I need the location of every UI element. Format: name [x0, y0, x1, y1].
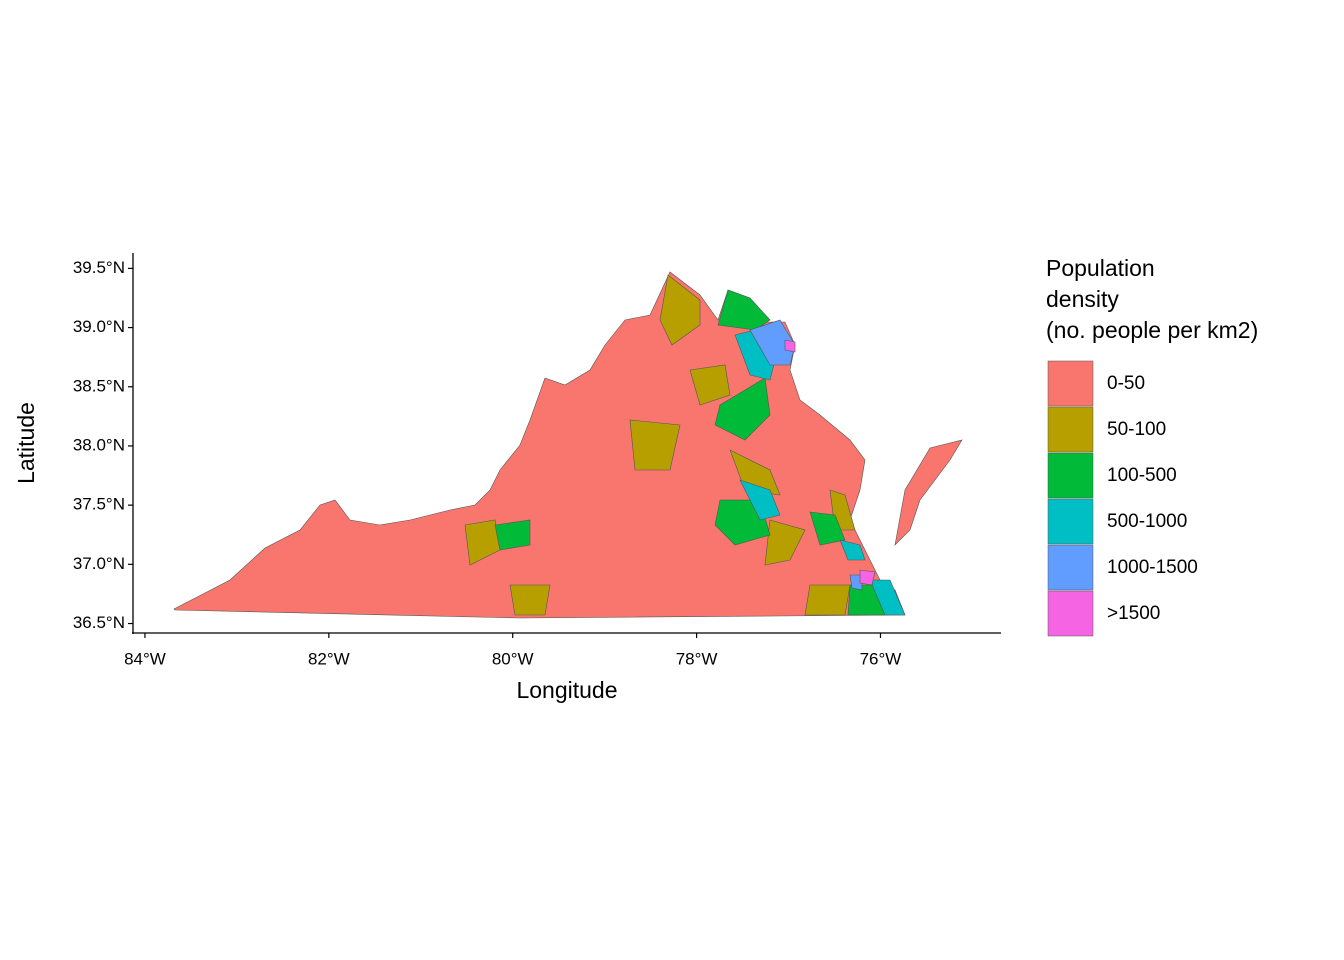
legend-key — [1047, 360, 1094, 407]
legend-label: 0-50 — [1107, 373, 1145, 394]
y-tick-label: 39.5°N — [73, 258, 125, 277]
y-axis-title: Latitude — [13, 402, 39, 484]
region — [809, 511, 846, 546]
region — [689, 364, 731, 406]
region — [764, 519, 806, 566]
region — [739, 479, 781, 521]
region — [714, 377, 771, 441]
region — [859, 569, 876, 586]
legend-key — [1047, 544, 1094, 591]
region — [804, 584, 851, 616]
region — [509, 584, 551, 616]
legend-key — [1047, 498, 1094, 545]
region — [629, 419, 681, 471]
legend-label: >1500 — [1107, 603, 1160, 624]
legend-label: 1000-1500 — [1107, 557, 1198, 578]
legend-key — [1047, 590, 1094, 637]
x-tick-label: 84°W — [124, 649, 166, 668]
region — [749, 319, 796, 366]
x-tick-label: 80°W — [492, 649, 534, 668]
x-tick-label: 82°W — [308, 649, 350, 668]
y-tick-label: 38.5°N — [73, 376, 125, 395]
x-tick-label: 76°W — [860, 649, 902, 668]
legend-key — [1047, 452, 1094, 499]
y-tick-label: 38.0°N — [73, 435, 125, 454]
legend-key — [1047, 406, 1094, 453]
legend-title: (no. people per km2) — [1046, 317, 1258, 343]
region — [869, 579, 906, 616]
y-tick-label: 37.5°N — [73, 495, 125, 514]
region — [717, 289, 771, 331]
y-tick-label: 37.0°N — [73, 554, 125, 573]
legend-label: 500-1000 — [1107, 511, 1187, 532]
state-outline — [173, 271, 906, 619]
legend-title: density — [1046, 286, 1119, 312]
eastern-shore — [894, 439, 963, 546]
legend-label: 100-500 — [1107, 465, 1177, 486]
region — [659, 274, 701, 346]
region — [784, 339, 796, 353]
region — [729, 449, 781, 496]
x-axis-title: Longitude — [516, 677, 617, 703]
legend-title: Population — [1046, 255, 1155, 281]
region — [494, 519, 531, 551]
region — [839, 539, 866, 561]
y-tick-label: 36.5°N — [73, 613, 125, 632]
legend-label: 50-100 — [1107, 419, 1166, 440]
region — [849, 574, 863, 591]
y-tick-label: 39.0°N — [73, 317, 125, 336]
x-tick-label: 78°W — [676, 649, 718, 668]
map — [173, 271, 963, 619]
